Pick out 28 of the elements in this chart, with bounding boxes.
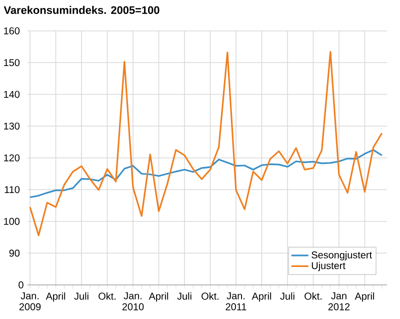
x-tick-label: Jan. 2010 [122,292,144,310]
y-tick-label: 100 [4,218,20,226]
legend-label: Sesongjustert [312,251,372,261]
y-tick-label: 110 [4,186,20,194]
text: 0 [18,281,24,289]
legend-label: Ujustert [312,262,346,272]
x-tick-label: Jan 2012 [328,292,350,310]
x-tick-label: April [46,292,66,302]
x-tick-label: April [252,292,272,302]
chart-title: Varekonsumindeks. 2005=100 [4,6,160,14]
x-tick-label: Juli [280,292,294,300]
y-tick-label: 150 [4,59,20,66]
line-series [29,51,383,236]
x-tick-label: Jan. 2011 [226,292,246,310]
x-tick-label: Okt. [98,292,116,300]
y-tick-label: 90 [9,250,20,257]
line-series [29,149,383,198]
x-tick-label: Jan. 2009 [19,292,41,310]
x-tick-label: Juli [74,292,88,300]
y-tick-label: 120 [4,154,20,162]
y-tick-label: 140 [4,90,20,98]
x-tick-label: Okt. [304,292,322,300]
x-tick-label: April [148,292,168,302]
y-tick-label: 130 [4,122,20,130]
x-tick-label: Juli [177,292,192,300]
y-tick-label: 160 [4,27,20,35]
x-tick-label: Okt. [202,292,218,300]
x-tick-label: April [354,292,374,302]
